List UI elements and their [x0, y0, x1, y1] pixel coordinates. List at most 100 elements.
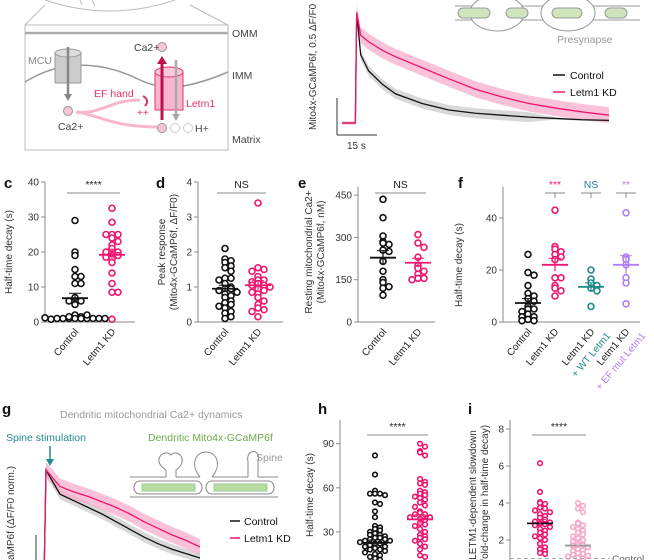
d-data-point	[260, 305, 268, 314]
i-data-point	[569, 533, 577, 540]
f-data-point	[530, 316, 538, 325]
c-data-point	[108, 269, 116, 277]
presynapse-label: Presynapse	[557, 34, 613, 46]
h-data-point	[421, 511, 429, 518]
h-data-point	[421, 543, 429, 550]
h-data-point	[416, 525, 424, 533]
f-data-point	[530, 271, 538, 280]
i-y-tick-label: 6	[498, 462, 504, 473]
f-significance-bracket	[616, 192, 636, 198]
e-data-point	[385, 247, 393, 256]
i-data-point	[536, 460, 544, 467]
e-panel-label: e	[298, 175, 306, 192]
h-y-tick-label: 90	[323, 439, 335, 450]
c-y-tick-label: 30	[28, 213, 40, 224]
f-y-tick-label: 0	[491, 318, 497, 329]
c-data-point	[95, 314, 103, 323]
d-data-point	[260, 286, 268, 295]
h-data-point	[371, 490, 379, 497]
i-data-point	[569, 551, 577, 558]
e-data-point	[379, 195, 387, 204]
i-data-point	[574, 535, 582, 542]
ca-bottom-label: Ca2+	[58, 121, 83, 133]
h-panel-label: h	[318, 401, 327, 418]
b-trace-plot	[342, 4, 610, 125]
i-data-point	[546, 509, 554, 516]
f-data-point	[524, 281, 532, 290]
f-data-point	[551, 292, 559, 300]
h-data-point	[371, 534, 379, 541]
i-data-point	[531, 533, 539, 540]
g-title: Dendritic mitochondrial Ca2+ dynamics	[60, 409, 242, 421]
i-data-point	[579, 502, 587, 509]
c-category-label: Letm1 KD	[81, 327, 118, 368]
i-data-point	[541, 505, 549, 512]
c-data-point	[41, 313, 49, 322]
i-reference-label: Control	[612, 555, 644, 560]
f-data-point	[557, 273, 565, 282]
c-data-point	[114, 230, 122, 239]
e-data-point	[379, 267, 387, 276]
d-y-tick-label: 4	[186, 178, 192, 189]
h-data-point	[366, 546, 374, 553]
h-data-point	[376, 500, 384, 508]
f-data-point	[518, 316, 526, 325]
f-significance-bracket	[581, 192, 601, 198]
c-data-point	[108, 204, 116, 213]
d-data-point	[221, 244, 229, 253]
f-panel-label: f	[458, 175, 464, 192]
c-data-point	[65, 312, 73, 321]
b-ylabel: Mito4x-GCaMP6f, 0.5 ΔF/F0	[308, 3, 319, 130]
b-letm1-trace-line	[342, 12, 610, 124]
h-data-point	[366, 490, 374, 497]
f-data-point	[622, 279, 630, 287]
c-data-point	[114, 288, 122, 297]
g-ylabel: GCaMP6f (ΔF/F0 norm.)	[6, 466, 17, 560]
c-data-point	[108, 234, 116, 242]
panel-h: h 30 60 90 Half-time decay (s) ****	[305, 401, 434, 560]
h-data-point	[421, 536, 429, 543]
i-data-point	[536, 529, 544, 536]
b-control-sem-band	[342, 7, 609, 124]
i-data-point	[579, 531, 587, 538]
h-data-point	[421, 443, 429, 450]
d-data-point	[227, 312, 235, 321]
c-data-point	[108, 279, 116, 288]
d-y-tick-label: 3	[186, 213, 192, 224]
e-y-axis-label: Resting mitochondrial Ca2+	[304, 190, 315, 313]
e-data-point	[420, 274, 428, 283]
f-data-point	[622, 299, 630, 308]
f-data-point	[587, 266, 595, 274]
mcu-label: MCU	[28, 55, 52, 67]
i-y-tick-label: 8	[498, 425, 504, 436]
f-data-point	[524, 315, 532, 324]
c-data-point	[47, 315, 55, 324]
g-legend-control: Control	[244, 516, 278, 528]
h-data-point	[381, 536, 389, 543]
c-data-point	[114, 237, 122, 246]
h-data-point	[411, 522, 419, 530]
h-data-point	[366, 536, 374, 543]
d-data-point	[254, 293, 262, 302]
h-data-point	[376, 534, 384, 541]
d-y-tick-label: 2	[186, 248, 192, 259]
e-y-tick-label: 0	[346, 318, 352, 329]
c-category-label: Control	[52, 327, 81, 359]
i-data-point	[574, 520, 582, 527]
e-data-point	[414, 239, 422, 247]
c-data-point	[102, 230, 110, 239]
c-y-tick-label: 20	[28, 248, 40, 259]
e-data-point	[420, 267, 428, 276]
i-data-point	[536, 549, 544, 557]
letm1-label: Letm1	[186, 98, 215, 110]
h-data-point	[376, 546, 384, 553]
i-data-point	[541, 550, 549, 557]
b-legend-control: Control	[570, 70, 604, 82]
h-data-point	[411, 503, 419, 511]
i-panel-label: i	[468, 401, 472, 418]
h-data-point	[416, 480, 424, 487]
i-y-axis-label: LETM1-dependent slowdown	[468, 430, 479, 560]
e-data-point	[408, 275, 416, 284]
f-data-point	[551, 284, 559, 293]
